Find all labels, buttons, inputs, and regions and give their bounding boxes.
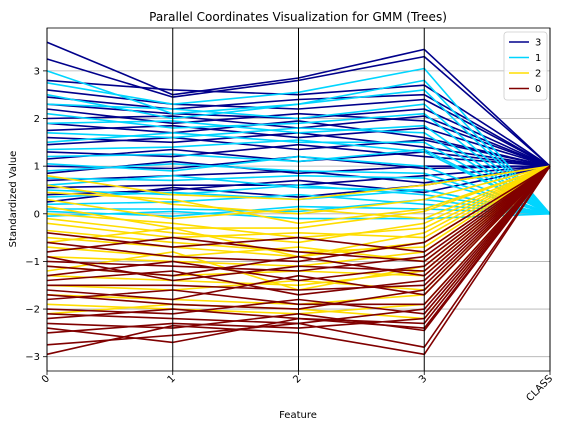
legend-box [503, 31, 548, 101]
y-tick-label: −1 [25, 257, 40, 268]
legend-label-1: 1 [535, 53, 541, 64]
legend-label-0: 0 [535, 84, 541, 95]
y-axis-ticks: −3 −2 −1 0 1 2 3 [25, 66, 47, 363]
y-tick-label: −2 [25, 305, 40, 316]
y-axis-label: Standardized Value [8, 151, 19, 248]
y-tick-label: 1 [34, 162, 40, 173]
x-axis-label: Feature [279, 410, 317, 421]
y-tick-label: 0 [34, 209, 40, 220]
chart-title: Parallel Coordinates Visualization for G… [149, 10, 447, 24]
legend-label-2: 2 [535, 69, 541, 80]
y-tick-label: −3 [25, 352, 40, 363]
legend: 3 1 2 0 [503, 31, 548, 101]
y-tick-label: 3 [34, 66, 40, 77]
legend-label-3: 3 [535, 38, 541, 49]
y-tick-label: 2 [34, 114, 40, 125]
